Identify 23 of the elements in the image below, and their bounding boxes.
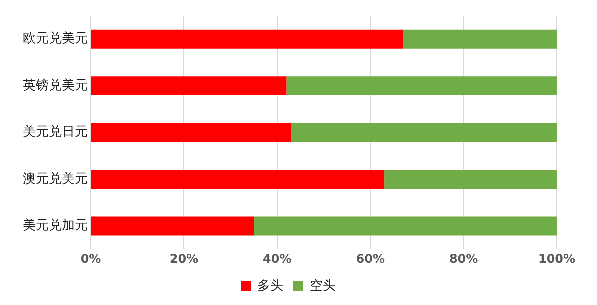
bar (291, 123, 557, 142)
y-tick-label: 英镑兑美元 (23, 77, 88, 94)
bar (92, 123, 292, 142)
bar (403, 30, 557, 49)
y-tick-label: 美元兑日元 (23, 124, 88, 140)
bar (254, 216, 557, 236)
bar (384, 170, 557, 189)
x-tick-label: 20% (170, 252, 199, 266)
bar (92, 76, 287, 96)
bar (92, 170, 385, 189)
bar (92, 30, 404, 49)
x-tick-label: 0% (80, 252, 102, 266)
y-tick-label: 美元兑加元 (23, 218, 88, 234)
bar (92, 216, 254, 236)
legend-label: 空头 (310, 278, 336, 294)
x-tick-label: 40% (263, 252, 292, 266)
y-tick-label: 欧元兑美元 (23, 30, 88, 47)
x-tick-label: 60% (356, 252, 385, 266)
x-tick-label: 80% (449, 252, 478, 266)
x-tick-label: 100% (538, 252, 576, 266)
bar (286, 76, 557, 96)
y-tick-label: 澳元兑美元 (23, 170, 88, 187)
legend-label: 多头 (258, 278, 284, 294)
